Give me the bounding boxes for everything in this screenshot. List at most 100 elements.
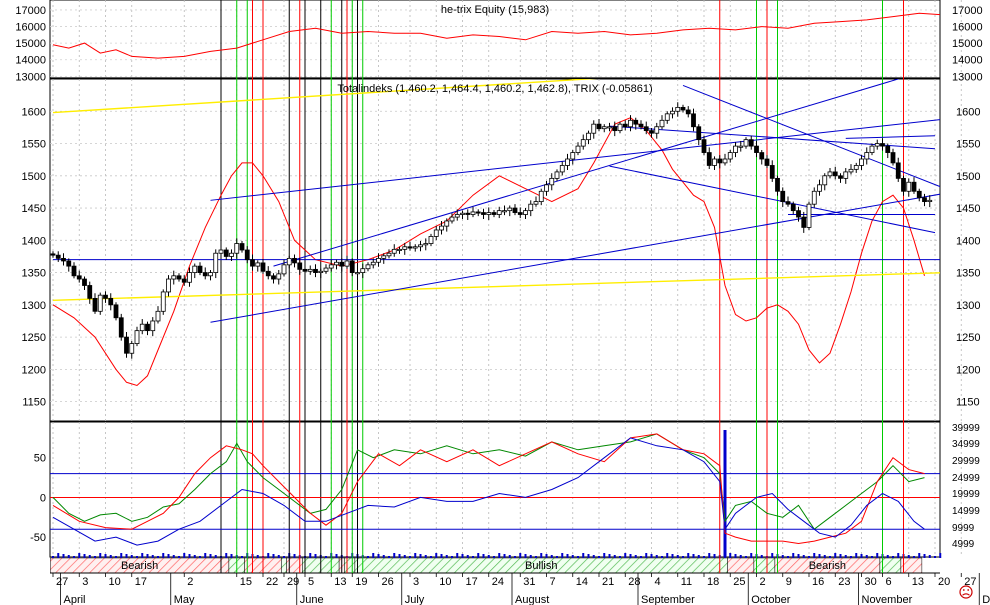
candle-body-108 [617, 123, 623, 132]
candle-body-43 [276, 273, 282, 280]
price-ytick-left-5: 1400 [22, 235, 46, 247]
xtick-label-15: 24 [492, 576, 504, 588]
candle-body-164 [911, 181, 917, 192]
candle-body-130 [733, 145, 738, 153]
volume-tick-163 [907, 555, 910, 558]
volume-tick-11 [109, 555, 112, 558]
volume-tick-73 [435, 553, 438, 558]
candle-body-29 [202, 272, 208, 277]
volume-tick-104 [598, 556, 600, 558]
candle-body-31 [213, 252, 219, 273]
candle-body-13 [118, 317, 124, 338]
price-ytick-left-6: 1450 [22, 203, 46, 215]
volume-tick-122 [692, 554, 695, 558]
volume-tick-142 [797, 554, 800, 558]
candle-body-63 [381, 255, 387, 259]
candle-body-55 [339, 261, 345, 267]
price-ytick-right-4: 1350 [956, 268, 980, 280]
candle-body-92 [533, 201, 539, 205]
volume-tick-92 [535, 556, 537, 558]
candle-body-145 [811, 190, 817, 205]
candle-body-156 [869, 145, 875, 153]
xtick-label-26: 9 [786, 576, 792, 588]
volume-tick-77 [456, 553, 459, 558]
xtick-label-12: 3 [413, 576, 419, 588]
candle-body-155 [864, 152, 870, 160]
candle-body-87 [507, 207, 513, 212]
volume-tick-13 [120, 553, 123, 558]
volume-tick-54 [335, 554, 338, 558]
volume-tick-71 [424, 555, 427, 558]
volume-tick-112 [640, 556, 642, 558]
xtick-label-6: 22 [266, 576, 278, 588]
channel-line-3 [682, 84, 940, 188]
candle-body-10 [103, 294, 108, 299]
volume-tick-42 [272, 554, 275, 558]
volume-tick-64 [388, 556, 390, 558]
osc-series-line-1 [52, 433, 925, 545]
candle-body-136 [764, 158, 770, 166]
volume-tick-97 [561, 553, 564, 558]
price-ytick-left-9: 1600 [22, 106, 46, 118]
candle-body-83 [486, 212, 492, 215]
volume-tick-141 [792, 553, 795, 558]
month-label-8: D [982, 594, 990, 605]
month-label-2: June [300, 594, 324, 605]
price-ytick-right-8: 1550 [956, 139, 980, 151]
price-panel-frame [49, 78, 941, 422]
candle-body-96 [554, 171, 560, 179]
volume-tick-36 [241, 556, 243, 558]
candle-body-18 [145, 323, 150, 332]
volume-tick-103 [592, 555, 595, 558]
candle-body-81 [475, 211, 481, 214]
equity-title: he-trix Equity (15,983) [441, 4, 549, 16]
candle-body-84 [491, 212, 497, 215]
candle-body-133 [748, 139, 754, 147]
candle-body-110 [628, 119, 633, 128]
volume-tick-116 [661, 556, 663, 558]
volume-tick-133 [750, 553, 753, 558]
volume-tick-72 [430, 556, 432, 558]
candle-body-1 [55, 254, 61, 259]
osc-ytick-right-2: 14999 [952, 506, 980, 517]
trend-band-3 [281, 557, 287, 574]
candle-body-117 [664, 113, 670, 121]
volume-tick-115 [655, 555, 658, 558]
volume-tick-132 [745, 556, 747, 558]
volume-tick-94 [545, 554, 548, 558]
volume-tick-83 [487, 555, 490, 558]
volume-tick-65 [393, 553, 396, 558]
volume-tick-125 [708, 553, 711, 558]
candle-body-148 [827, 171, 833, 177]
candle-body-140 [785, 201, 791, 205]
xtick-label-10: 19 [355, 576, 367, 588]
trend-band-10 [753, 557, 776, 574]
candle-body-135 [759, 152, 765, 160]
candle-body-11 [108, 297, 114, 306]
volume-tick-130 [734, 554, 737, 558]
channel-line-0 [210, 119, 940, 201]
volume-tick-126 [713, 554, 716, 558]
candle-body-56 [344, 260, 350, 267]
candle-body-119 [675, 106, 681, 112]
trend-band-12 [879, 557, 902, 574]
trend-band-13 [900, 557, 923, 574]
volume-tick-81 [477, 553, 480, 558]
price-ytick-right-9: 1600 [956, 106, 980, 118]
candle-body-142 [796, 210, 801, 218]
xtick-label-2: 10 [109, 576, 121, 588]
sad-face-icon[interactable] [959, 585, 973, 599]
volume-tick-148 [829, 556, 831, 558]
candle-body-137 [769, 165, 775, 179]
candle-body-97 [559, 165, 565, 173]
volume-tick-68 [409, 556, 411, 558]
candle-body-33 [223, 249, 229, 257]
candle-body-128 [722, 158, 728, 164]
candle-body-27 [192, 265, 198, 273]
candle-body-58 [355, 272, 360, 275]
volume-tick-84 [493, 556, 495, 558]
volume-tick-107 [613, 555, 616, 558]
volume-tick-29 [204, 553, 207, 558]
osc-ytick-left-0: -50 [30, 532, 46, 544]
candle-body-12 [113, 304, 119, 319]
